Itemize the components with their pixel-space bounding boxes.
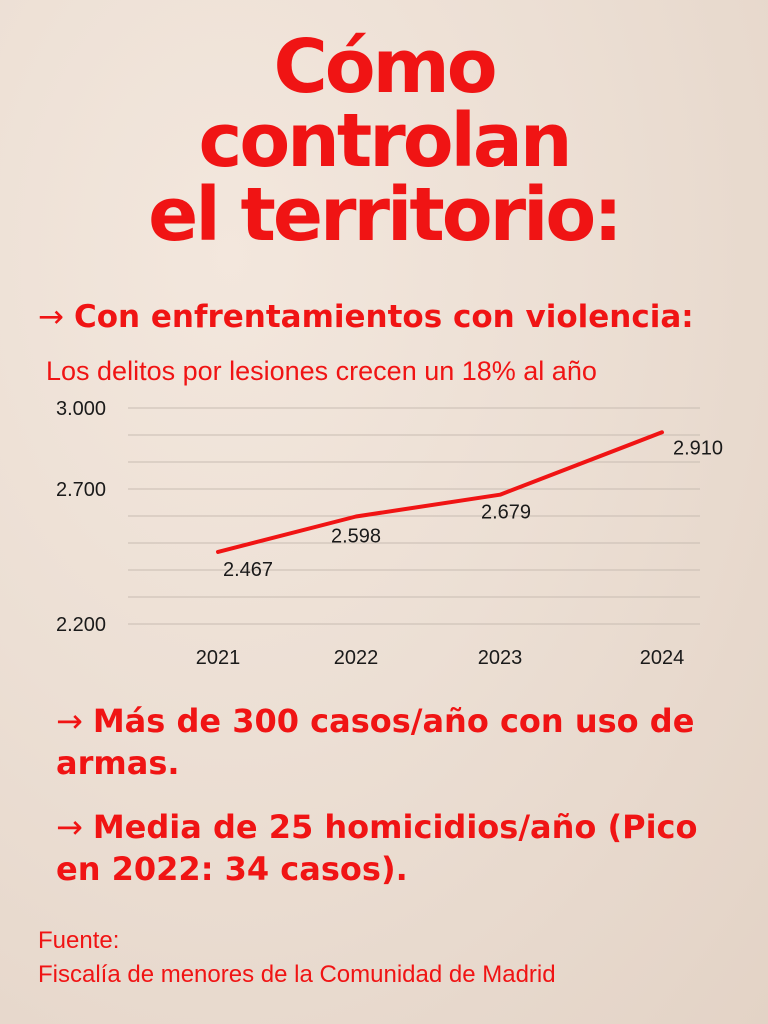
headline: Cómo controlan el territorio:	[0, 30, 768, 252]
x-tick-label: 2022	[334, 647, 379, 669]
y-tick-label: 3.000	[56, 398, 106, 420]
data-label: 2.467	[223, 559, 273, 581]
headline-line-2: controlan	[198, 98, 572, 184]
data-label: 2.679	[481, 502, 531, 524]
x-tick-label: 2021	[196, 647, 241, 669]
x-tick-label: 2024	[640, 647, 685, 669]
data-label: 2.598	[331, 526, 381, 548]
source-note: Fuente: Fiscalía de menores de la Comuni…	[38, 924, 556, 992]
bullet-violence-text: Con enfrentamientos con violencia:	[73, 299, 694, 335]
series-line	[216, 430, 664, 554]
bullet-weapons-text: Más de 300 casos/año con uso de armas.	[56, 702, 695, 782]
headline-line-1: Cómo	[273, 24, 497, 110]
chart-data-labels: 2.467 2.598 2.679 2.910	[223, 437, 723, 581]
arrow-right-icon: →	[56, 808, 83, 846]
chart-gridlines	[128, 407, 700, 625]
y-tick-label: 2.200	[56, 614, 106, 636]
chart-title: Los delitos por lesiones crecen un 18% a…	[46, 356, 597, 386]
arrow-right-icon: →	[56, 702, 83, 740]
y-tick-label: 2.700	[56, 479, 106, 501]
bullet-homicides-text: Media de 25 homicidios/año (Pico en 2022…	[56, 808, 698, 888]
chart-series	[216, 430, 664, 554]
bullet-violence: → Con enfrentamientos con violencia:	[38, 296, 694, 338]
source-text: Fiscalía de menores de la Comunidad de M…	[38, 961, 556, 988]
bullet-weapons: → Más de 300 casos/año con uso de armas.	[56, 700, 746, 784]
bullet-homicides: → Media de 25 homicidios/año (Pico en 202…	[56, 806, 746, 890]
x-tick-label: 2023	[478, 647, 523, 669]
chart-x-axis: 2021 2022 2023 2024	[196, 647, 685, 669]
source-label: Fuente:	[38, 927, 120, 954]
arrow-right-icon: →	[38, 299, 64, 335]
headline-line-3: el territorio:	[148, 172, 623, 258]
data-label: 2.910	[673, 437, 723, 459]
chart-y-axis: 2.200 2.700 3.000	[56, 398, 106, 636]
